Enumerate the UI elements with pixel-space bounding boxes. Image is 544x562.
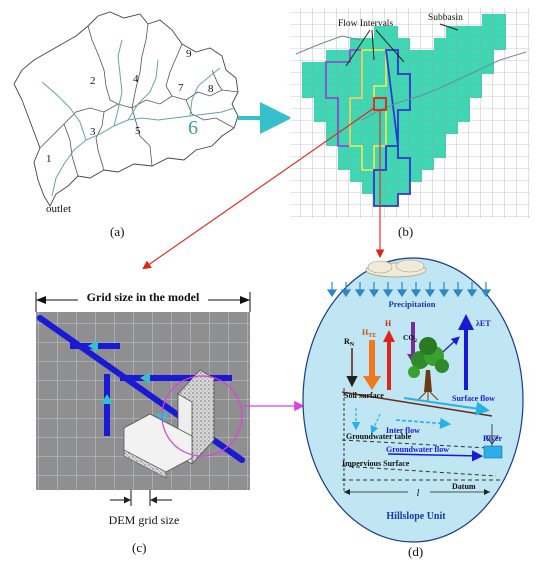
stream-network — [41, 39, 235, 197]
et-arrow — [458, 314, 474, 390]
caption-b: (b) — [398, 224, 413, 239]
hte-label: HTE — [362, 328, 376, 339]
precipitation-label: Precipitation — [388, 299, 435, 309]
stream-lines-b — [295, 35, 527, 121]
groundwater-table-line — [341, 439, 489, 449]
outlet-label: outlet — [46, 203, 71, 215]
impervious-surface-line — [341, 465, 497, 477]
watershed-boundary — [13, 11, 239, 207]
subbasin-number-3: 3 — [90, 126, 96, 138]
dem-grid-size-label: DEM grid size — [109, 513, 180, 527]
subbasin-leader — [439, 23, 459, 31]
subbasin-number-8: 8 — [208, 83, 214, 95]
subbasin-number-6: 6 — [188, 117, 198, 139]
co2-label: CO2 — [403, 333, 417, 344]
flow-interval-leaders — [345, 29, 405, 67]
h-label: H — [385, 319, 392, 328]
impervious-surface-label: Impervious Surface — [342, 459, 410, 468]
caption-c: (c) — [132, 540, 146, 555]
panel-d-hillslope-unit: Precipitation RN HTE H CO2 λET — [302, 257, 524, 559]
tree-icon — [408, 337, 449, 402]
caption-a: (a) — [110, 224, 124, 239]
rn-label: RN — [344, 337, 355, 348]
groundwater-table-label: Groundwater table — [346, 432, 412, 441]
subbasin-number-2: 2 — [90, 75, 96, 87]
river-icon — [483, 445, 503, 459]
inter-flow-arrow — [395, 417, 452, 429]
soil-surface-label: Soil surface — [344, 391, 384, 400]
subbasin-boundaries — [39, 23, 239, 177]
length-label: l — [417, 488, 420, 499]
hte-arrow — [363, 340, 381, 390]
et-label: λET — [476, 319, 491, 328]
flow-interval-yellow — [349, 49, 387, 171]
caption-d: (d) — [408, 544, 423, 559]
soil-surface-line — [341, 391, 493, 417]
precipitation-arrows — [326, 282, 492, 298]
subbasin-number-7: 7 — [178, 82, 184, 94]
subbasin-number-5: 5 — [135, 125, 141, 137]
inter-flow-label: Inter flow — [386, 426, 420, 435]
zoom-circle — [161, 375, 243, 457]
flow-intervals-label: Flow Intervals — [338, 19, 393, 29]
surface-flow-arrow — [403, 397, 490, 416]
hillslope-unit-label: Hillslope Unit — [386, 511, 446, 522]
surface-flow-label: Surface flow — [452, 394, 495, 403]
subbasin-number-4: 4 — [133, 73, 139, 85]
groundwater-flow-arrow — [387, 450, 484, 462]
river-label: River — [483, 434, 503, 443]
subbasin-number-9: 9 — [186, 48, 192, 60]
subbasin-number-1: 1 — [46, 153, 52, 165]
arrow-cell-to-c — [142, 107, 375, 270]
subbasin-label: Subbasin — [428, 13, 463, 23]
grid-size-label: Grid size in the model — [87, 290, 200, 304]
co2-arrow — [407, 322, 419, 364]
panel-a-watershed-map: 1 2 3 4 5 6 7 8 9 outlet (a) — [13, 11, 239, 239]
datum-label: Datum — [452, 482, 476, 491]
groundwater-flow-label: Groundwater flow — [386, 445, 449, 454]
panel-b-grid-map: Flow Intervals Subbasin (b) — [290, 8, 530, 239]
h-arrow — [383, 330, 395, 390]
panel-c-dem-grid: Grid size in the model DEM grid size (c) — [35, 290, 251, 555]
hillslope-block — [123, 369, 215, 479]
cloud-icon — [365, 259, 427, 278]
